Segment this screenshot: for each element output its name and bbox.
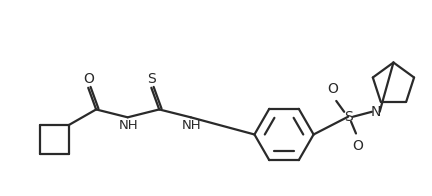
Text: NH: NH — [182, 119, 202, 132]
Text: O: O — [327, 82, 338, 96]
Text: O: O — [83, 72, 94, 86]
Text: NH: NH — [119, 119, 139, 132]
Text: N: N — [371, 105, 381, 119]
Text: O: O — [353, 139, 363, 153]
Text: S: S — [344, 110, 353, 124]
Text: S: S — [147, 72, 156, 86]
